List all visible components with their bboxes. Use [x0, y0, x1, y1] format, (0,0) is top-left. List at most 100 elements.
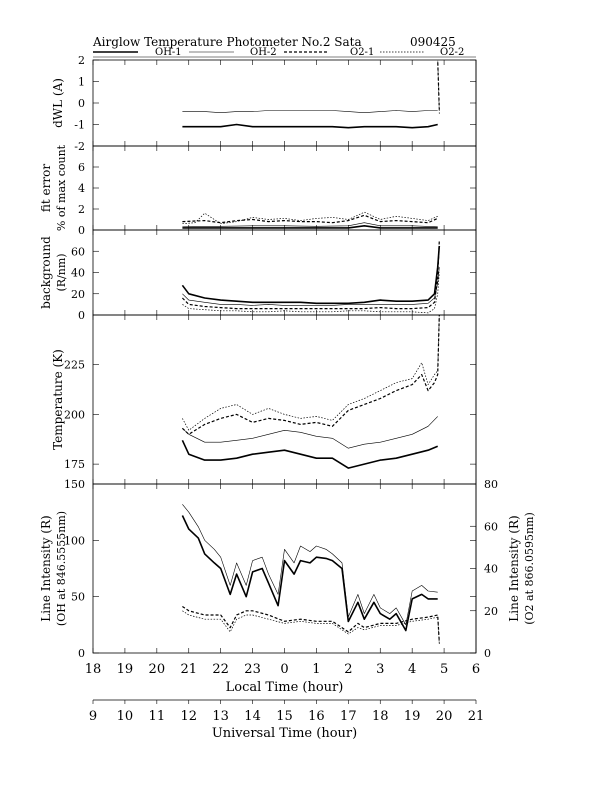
local-time-tick: 4: [408, 662, 416, 677]
series-line-oh-1: [182, 225, 438, 229]
local-time-tick: 19: [117, 662, 134, 677]
series-line-oh-2: [182, 222, 438, 228]
ylabel: fit error: [39, 164, 53, 212]
local-time-label: Local Time (hour): [226, 680, 344, 695]
universal-time-tick: 11: [149, 709, 166, 724]
legend-label-o2-1: O2-1: [350, 47, 374, 58]
y2tick-label: 20: [484, 605, 498, 618]
ytick-label: 4: [78, 182, 85, 195]
universal-time-tick: 13: [212, 709, 229, 724]
ylabel: Line Intensity (R): [39, 515, 53, 621]
series-line-oh-2: [182, 504, 438, 626]
ytick-label: 60: [71, 245, 85, 258]
series-line-o2-2: [182, 610, 440, 645]
local-time-tick: 1: [312, 662, 320, 677]
universal-time-tick: 16: [308, 709, 325, 724]
panel-frame: [92, 145, 477, 231]
universal-time-tick: 10: [117, 709, 134, 724]
figure-date: 090425: [410, 35, 456, 49]
local-time-tick: 18: [85, 662, 102, 677]
ytick-label: 1: [78, 76, 85, 89]
series-line-o2-2: [182, 211, 438, 225]
ytick-label: 40: [71, 267, 85, 280]
legend: OH-1 OH-2 O2-1 O2-2: [93, 47, 476, 58]
ytick-label: 0: [78, 309, 85, 322]
universal-time-tick: 21: [468, 709, 485, 724]
legend-label-o2-2: O2-2: [440, 47, 464, 58]
series-line-oh-1: [181, 245, 441, 305]
ylabel: dWL (A): [51, 78, 65, 128]
ylabel-unit: (R/nm): [55, 253, 68, 291]
ytick-label: 2: [78, 54, 85, 67]
universal-time-tick: 15: [276, 709, 293, 724]
universal-time-tick: 19: [404, 709, 421, 724]
figure-title: Airglow Temperature Photometer No.2 Sata: [92, 35, 362, 49]
series-line-oh-2: [182, 267, 440, 306]
universal-time-tick: 20: [436, 709, 453, 724]
series-line-o2-2: [182, 272, 440, 314]
y2tick-label: 40: [484, 563, 498, 576]
local-time-tick: 6: [472, 662, 480, 677]
panel-frame: [92, 483, 477, 654]
panel-2: 6 4 2 0 fit error% of max count: [39, 144, 477, 237]
series-line-oh-1: [181, 515, 438, 632]
local-time-tick: 5: [440, 662, 448, 677]
local-time-tick: 21: [180, 662, 197, 677]
ytick-label: -2: [74, 140, 85, 153]
y2label-unit: (O2 at 866.0595nm): [523, 512, 536, 625]
y2label: Line Intensity (R): [507, 515, 521, 621]
ytick-label: 0: [78, 224, 85, 237]
universal-time-tick: 9: [89, 709, 97, 724]
universal-time-tick: 12: [180, 709, 197, 724]
universal-time-label: Universal Time (hour): [212, 726, 357, 741]
panel-frame: [92, 314, 477, 485]
series-line-o2-1: [181, 315, 440, 435]
ytick-label: 150: [64, 478, 85, 491]
ytick-label: -1: [74, 119, 85, 132]
series-line-o2-1: [182, 606, 440, 643]
local-time-tick: 3: [376, 662, 384, 677]
local-time-tick: 22: [212, 662, 229, 677]
legend-label-oh-2: OH-2: [250, 47, 277, 58]
series-line-o2-2: [182, 315, 440, 431]
legend-label-oh-1: OH-1: [155, 47, 182, 58]
series-line-oh-1: [182, 123, 438, 129]
ytick-label: 175: [64, 458, 85, 471]
y2tick-label: 80: [484, 478, 498, 491]
local-time-tick: 20: [149, 662, 166, 677]
ytick-label: 50: [71, 591, 85, 604]
local-time-tick: 23: [244, 662, 261, 677]
universal-time-tick: 18: [372, 709, 389, 724]
y2tick-label: 60: [484, 520, 498, 533]
universal-time-tick: 14: [244, 709, 261, 724]
universal-time-tick: 17: [340, 709, 357, 724]
ylabel-unit: % of max count: [55, 144, 68, 231]
ylabel-unit: (OH at 846.5555nm): [55, 511, 68, 626]
panel-3: 60 40 20 0 background (R/nm): [39, 229, 477, 322]
y2tick-label: 0: [484, 647, 491, 660]
series-line-o2-1: [182, 214, 438, 224]
ytick-label: 6: [78, 161, 85, 174]
series-line-oh-1: [181, 439, 439, 469]
ytick-label: 225: [64, 359, 85, 372]
local-time-tick: 2: [344, 662, 352, 677]
ytick-label: 20: [71, 288, 85, 301]
ylabel: background: [39, 236, 53, 309]
ylabel: Temperature (K): [51, 349, 65, 450]
ytick-label: 0: [78, 647, 85, 660]
series-line-oh-2: [182, 416, 438, 449]
panel-1: 2 1 0 -1 -2 dWL (A): [51, 54, 477, 153]
series-line-oh-2: [182, 110, 438, 113]
series-line-o2-1: [181, 240, 440, 310]
ytick-label: 0: [78, 97, 85, 110]
local-time-tick: 0: [280, 662, 288, 677]
panel-4: 225 200 175 Temperature (K): [51, 314, 477, 485]
ytick-label: 200: [64, 408, 85, 421]
ytick-label: 100: [64, 534, 85, 547]
panel-frame: [92, 59, 477, 147]
ytick-label: 2: [78, 203, 85, 216]
